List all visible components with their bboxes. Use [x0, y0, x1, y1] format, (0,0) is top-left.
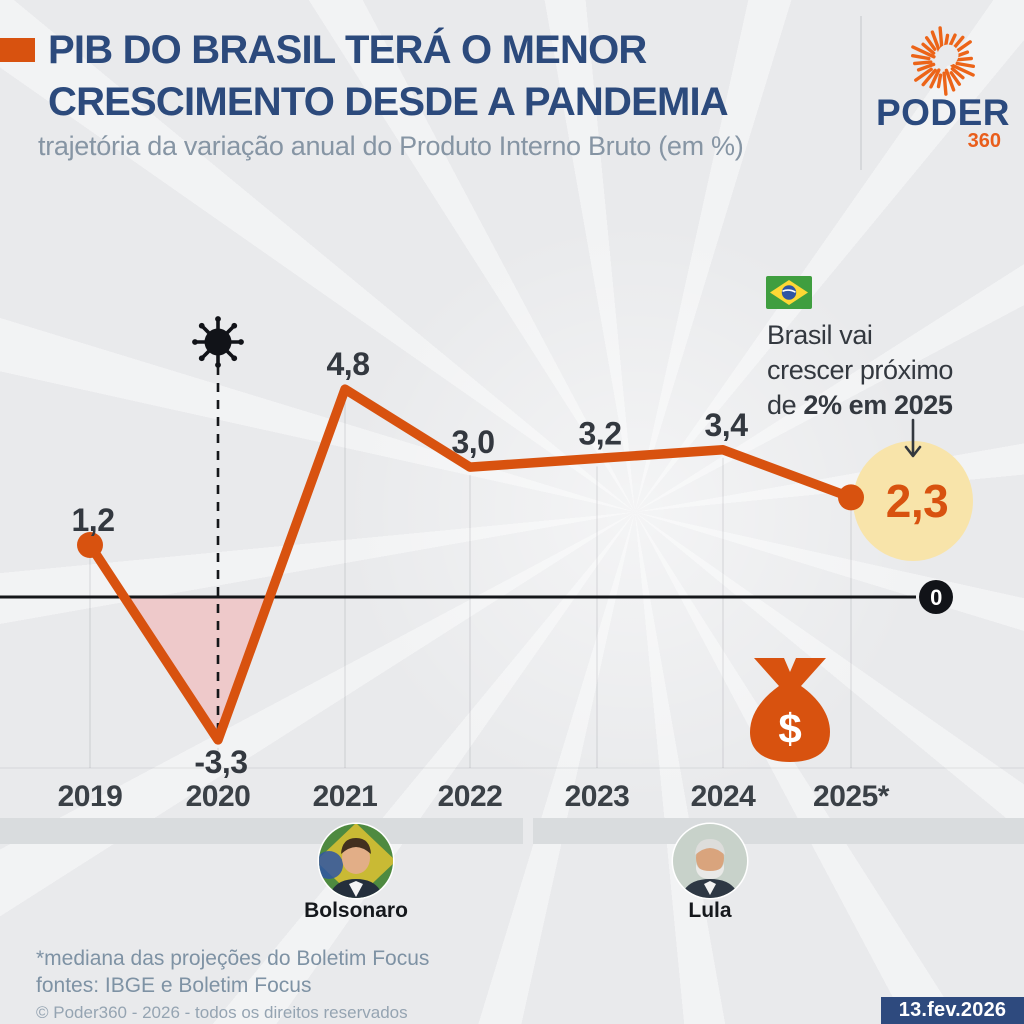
title-bullet: [0, 38, 35, 62]
page-title: PIB DO BRASIL TERÁ O MENOR CRESCIMENTO DE…: [48, 24, 729, 128]
sunburst-ray: [950, 67, 965, 80]
footnote: *mediana das projeções do Boletim Focus: [36, 947, 430, 970]
money-bag-tie: [754, 658, 826, 686]
person-name-lula: Lula: [688, 899, 732, 922]
data-label-2024: 3,4: [705, 407, 749, 443]
sunburst-ray: [929, 68, 941, 89]
annotation-line-3: de 2% em 2025: [767, 388, 1007, 423]
sunburst-ray: [936, 73, 943, 89]
sunburst-hole: [937, 44, 959, 66]
year-label-2020: 2020: [186, 780, 251, 813]
date-badge: 13.fev.2026: [881, 997, 1024, 1024]
coronavirus-icon: [192, 316, 244, 368]
year-label-2025*: 2025*: [813, 780, 890, 813]
zero-badge-label: 0: [930, 585, 942, 610]
data-point-marker: [838, 484, 864, 511]
header-divider: [860, 16, 862, 170]
logo-wordmark: PODER: [875, 92, 1011, 133]
year-label-2021: 2021: [313, 780, 378, 813]
avatar-art: [673, 824, 747, 898]
logo-360: 360: [967, 130, 1001, 152]
bolsonaro-photo: [317, 822, 395, 900]
arrow-down-icon: [904, 418, 922, 458]
lula-photo: [671, 822, 749, 900]
year-label-2022: 2022: [438, 780, 503, 813]
avatar-art: [319, 824, 393, 898]
sunburst-ray: [916, 62, 936, 72]
subtitle: trajetória da variação anual do Produto …: [38, 131, 744, 161]
sunburst-ray: [914, 67, 933, 82]
sunburst-ray: [911, 53, 931, 61]
sunburst-ray: [953, 56, 973, 62]
sunburst-ray: [930, 30, 942, 54]
sunburst-ray: [938, 26, 944, 51]
data-label-2022: 3,0: [452, 424, 495, 460]
annotation-line-3-prefix: de: [767, 390, 804, 420]
sunburst-ray: [950, 63, 975, 77]
virus-spikes: [195, 319, 241, 365]
growth-annotation: Brasil vai crescer próximo de 2% em 2025: [767, 318, 1007, 423]
zero-badge: [919, 580, 953, 614]
data-label-2019: 1,2: [72, 502, 115, 538]
year-label-2024: 2024: [691, 780, 757, 813]
data-label-2023: 3,2: [579, 415, 622, 451]
sunburst-ray: [942, 71, 948, 96]
virus-spike-tips: [192, 316, 244, 368]
sunburst-ray: [944, 68, 956, 92]
brazil-flag-icon: [766, 276, 812, 309]
sunburst-ray: [921, 68, 937, 87]
annotation-line-3-bold: 2% em 2025: [803, 390, 953, 420]
data-point-marker: [77, 532, 103, 558]
highlight-circle: [853, 441, 973, 561]
sunburst-ray: [913, 60, 933, 66]
sunburst-ray: [911, 45, 936, 59]
timeline-band-bolsonaro: [0, 818, 523, 844]
title-line-2: CRESCIMENTO DESDE A PANDEMIA: [48, 80, 729, 124]
negative-area-fill: [124, 597, 270, 740]
poder360-logo: PODER 360: [868, 14, 1018, 164]
flag-globe: [781, 285, 797, 300]
person-name-bolsonaro: Bolsonaro: [304, 899, 408, 922]
year-label-2023: 2023: [565, 780, 630, 813]
trend-line: [85, 384, 856, 745]
highlight-value: 2,3: [886, 475, 948, 527]
timeline-band-lula: [533, 818, 1024, 844]
flag-banner: [782, 289, 796, 293]
sunburst-ray: [921, 42, 936, 55]
data-label-2021: 4,8: [327, 346, 370, 382]
dollar-sign: $: [778, 705, 801, 752]
virus-body: [204, 328, 232, 356]
sources: fontes: IBGE e Boletim Focus: [36, 974, 312, 997]
money-bag-icon: $: [750, 658, 830, 762]
sunburst-ray: [949, 71, 961, 86]
annotation-line-1: Brasil vai: [767, 320, 873, 350]
sunburst-ray: [925, 36, 937, 51]
data-label-2020: -3,3: [194, 744, 247, 780]
title-line-1: PIB DO BRASIL TERÁ O MENOR: [48, 28, 647, 72]
copyright: © Poder360 - 2026 - todos os direitos re…: [36, 1003, 408, 1022]
year-label-2019: 2019: [58, 780, 123, 813]
money-bag-body: [750, 686, 830, 762]
annotation-line-2: crescer próximo: [767, 355, 954, 385]
sunburst-icon: [911, 26, 975, 96]
sunburst-ray: [955, 61, 975, 69]
